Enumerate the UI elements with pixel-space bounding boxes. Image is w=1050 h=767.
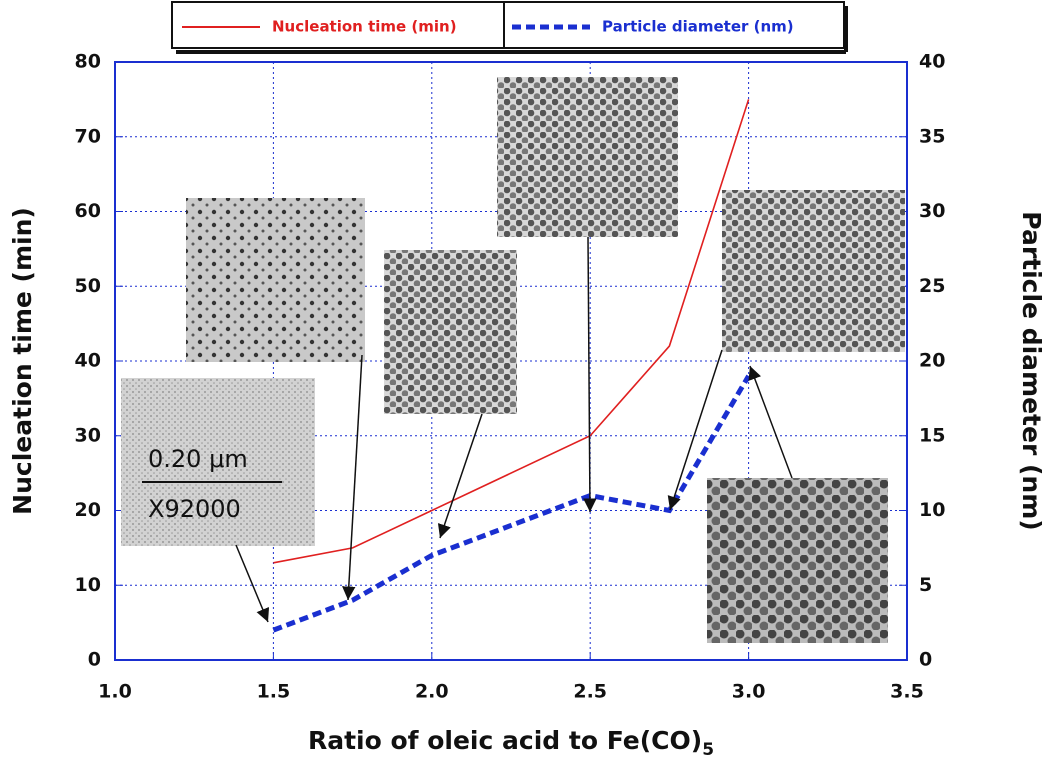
tem-insets: 0.20 μm X92000 — [121, 77, 905, 643]
series-line — [272, 374, 751, 633]
y2-tick-label: 40 — [919, 51, 945, 73]
arrow — [235, 544, 270, 623]
y2-tick-label: 5 — [919, 574, 932, 596]
tem-image — [497, 77, 678, 237]
y2-tick-label: 30 — [919, 200, 945, 222]
legend-box — [171, 1, 845, 49]
tem-image — [722, 190, 905, 352]
y2-tick-label: 35 — [919, 125, 945, 147]
magnification-label: X92000 — [148, 495, 241, 523]
y2-tick-label: 20 — [919, 350, 945, 372]
x-axis-label-text: Ratio of oleic acid to Fe(CO) — [308, 726, 702, 755]
x-axis-label-subscript: 5 — [702, 740, 714, 760]
series-group — [272, 374, 751, 633]
arrow — [667, 349, 723, 511]
x-axis-label: Ratio of oleic acid to Fe(CO)5 — [308, 726, 714, 760]
y-tick-label: 0 — [88, 649, 101, 671]
series-line — [273, 99, 750, 564]
arrow — [437, 413, 483, 539]
arrow — [748, 365, 793, 479]
x-tick-label: 2.5 — [573, 681, 607, 703]
y2-tick-label: 0 — [919, 649, 932, 671]
y-tick-label: 20 — [75, 499, 101, 521]
y-tick-label: 10 — [75, 574, 101, 596]
tem-image — [121, 378, 315, 546]
x-tick-label: 1.0 — [98, 681, 132, 703]
axis-frame — [114, 61, 908, 661]
x-tick-label: 3.0 — [732, 681, 766, 703]
y-tick-label: 40 — [75, 350, 101, 372]
y-tick-label: 70 — [75, 125, 101, 147]
y-tick-label: 30 — [75, 424, 101, 446]
y2-tick-label: 15 — [919, 424, 945, 446]
arrows — [235, 236, 793, 623]
x-tick-label: 2.0 — [415, 681, 449, 703]
y-tick-label: 50 — [75, 275, 101, 297]
y-axis-label: Nucleation time (min) — [8, 207, 37, 515]
y2-tick-label: 25 — [919, 275, 945, 297]
tem-image — [707, 478, 888, 643]
series-group — [273, 99, 750, 564]
y2-axis-label: Particle diameter (nm) — [1017, 211, 1046, 530]
x-tick-label: 3.5 — [890, 681, 924, 703]
y-tick-label: 80 — [75, 51, 101, 73]
legend-label: Particle diameter (nm) — [602, 18, 794, 36]
y2-tick-label: 10 — [919, 499, 945, 521]
tem-image — [186, 198, 365, 362]
y-tick-label: 60 — [75, 200, 101, 222]
arrow — [583, 236, 597, 513]
legend-label: Nucleation time (min) — [272, 18, 457, 36]
x-tick-label: 1.5 — [257, 681, 291, 703]
scale-label: 0.20 μm — [148, 445, 248, 473]
legend: Nucleation time (min) Particle diameter … — [171, 1, 848, 54]
arrow — [342, 354, 363, 601]
tem-image — [384, 250, 517, 414]
